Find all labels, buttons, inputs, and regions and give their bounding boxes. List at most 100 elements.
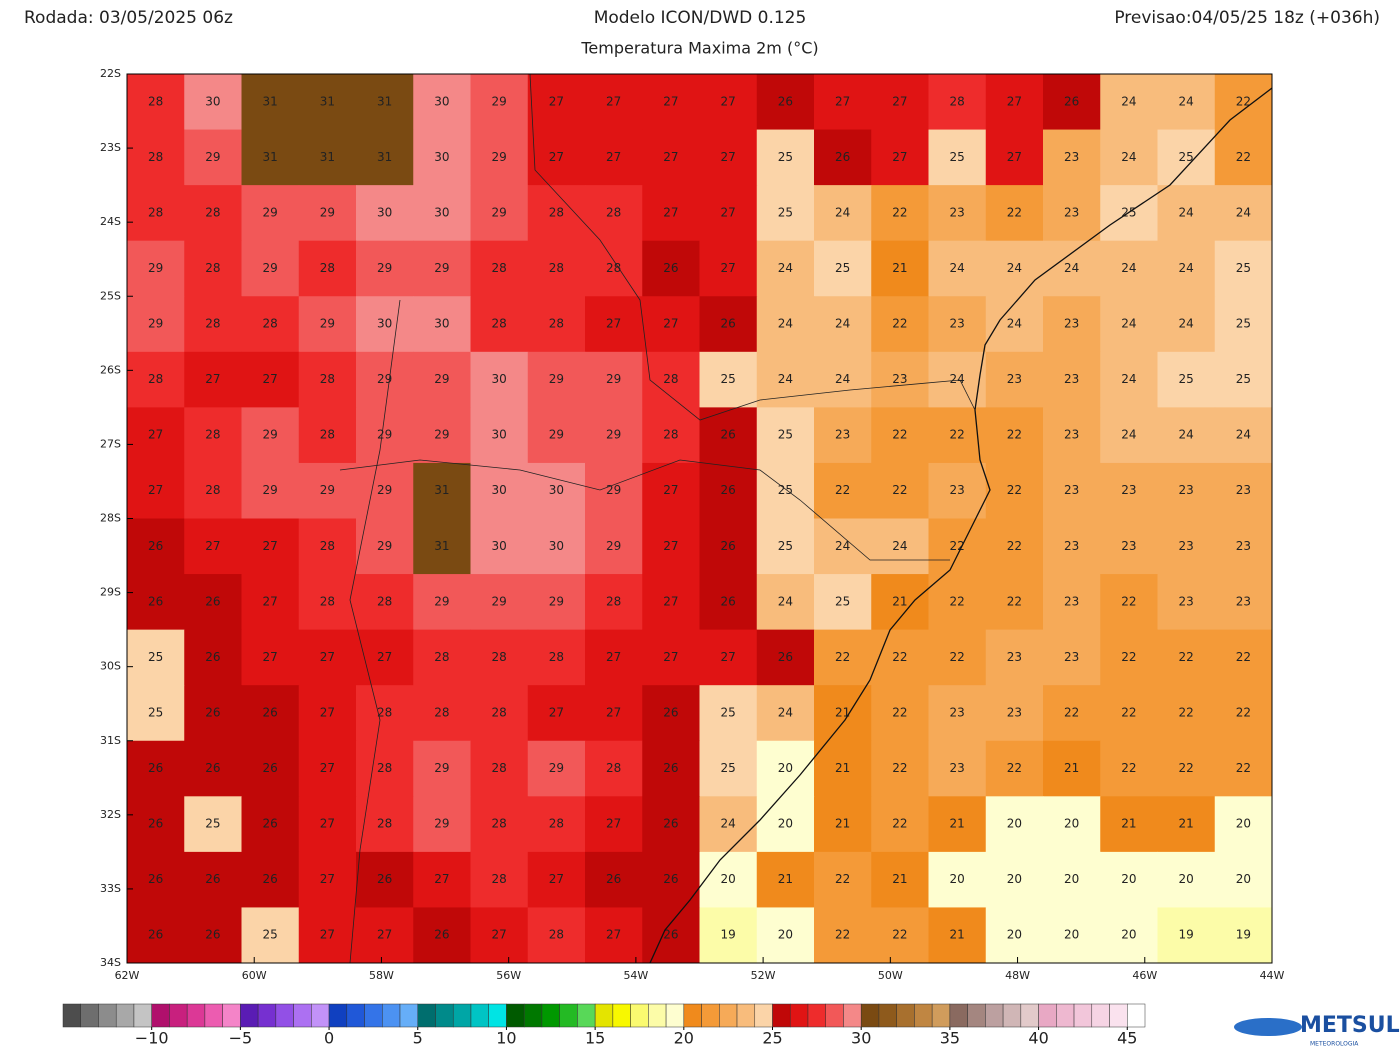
temp-cell (356, 462, 414, 519)
temp-cell (184, 907, 242, 964)
temp-label: 22 (835, 872, 850, 886)
temp-cell (585, 796, 643, 853)
temp-label: 27 (320, 705, 335, 719)
temp-label: 30 (434, 150, 449, 164)
temp-cell (298, 796, 357, 853)
colorbar-label: 35 (940, 1029, 960, 1048)
colorbar-box (399, 1003, 419, 1028)
temp-cell (298, 907, 357, 964)
temp-cell (184, 518, 242, 575)
colorbar-label: 10 (496, 1029, 516, 1048)
temp-label: 28 (549, 317, 564, 331)
temp-label: 29 (549, 428, 564, 442)
temp-label: 30 (491, 372, 506, 386)
temp-cell (814, 796, 872, 853)
temp-label: 20 (778, 928, 793, 942)
temp-cell (871, 296, 929, 353)
temp-cell (1157, 518, 1216, 575)
temp-cell (298, 740, 357, 797)
temp-label: 28 (549, 650, 564, 664)
temp-label: 28 (205, 483, 220, 497)
temp-cell (928, 129, 987, 186)
temp-label: 28 (606, 761, 621, 775)
colorbar-box (683, 1003, 702, 1028)
temp-cell (298, 574, 357, 631)
temp-label: 25 (148, 650, 163, 664)
lon-tick-label: 46W (1132, 969, 1157, 982)
temp-cell (699, 129, 758, 186)
temp-label: 27 (720, 205, 735, 219)
temp-label: 24 (778, 317, 793, 331)
temp-label: 26 (1064, 94, 1079, 108)
temp-cell (356, 351, 414, 408)
temp-label: 26 (663, 817, 678, 831)
temp-cell (814, 296, 872, 353)
temp-label: 30 (434, 94, 449, 108)
temp-label: 27 (1007, 150, 1022, 164)
temp-cell (1043, 574, 1101, 631)
temp-cell (699, 629, 758, 686)
temp-cell (127, 796, 185, 853)
temp-cell (642, 185, 700, 242)
temp-label: 23 (1236, 483, 1251, 497)
temp-label: 21 (892, 594, 907, 608)
temp-label: 29 (434, 761, 449, 775)
temp-label: 29 (148, 317, 163, 331)
temp-label: 31 (434, 483, 449, 497)
temp-cell (928, 685, 987, 742)
temp-cell (184, 351, 242, 408)
temp-label: 28 (491, 705, 506, 719)
temp-cell (1157, 185, 1216, 242)
temp-cell (241, 518, 300, 575)
temp-label: 31 (262, 94, 277, 108)
temp-cell (985, 74, 1044, 131)
temp-label: 26 (148, 539, 163, 553)
colorbar-box (577, 1003, 596, 1028)
temp-cell (1214, 851, 1273, 908)
temp-label: 26 (148, 872, 163, 886)
temp-cell (470, 462, 529, 519)
temp-cell (527, 740, 586, 797)
temp-label: 24 (778, 705, 793, 719)
temp-label: 28 (549, 261, 564, 275)
temp-label: 28 (377, 761, 392, 775)
temp-label: 24 (1007, 317, 1022, 331)
temp-label: 28 (320, 539, 335, 553)
temp-label: 22 (1121, 705, 1136, 719)
temp-cell (642, 629, 700, 686)
temp-label: 28 (320, 372, 335, 386)
colorbar-box (80, 1003, 99, 1028)
temp-cell (1100, 129, 1158, 186)
temp-label: 27 (549, 872, 564, 886)
colorbar-box (985, 1003, 1004, 1028)
temp-cell (413, 851, 471, 908)
temp-cell (585, 351, 643, 408)
temp-label: 31 (377, 94, 392, 108)
colorbar-label: 5 (413, 1029, 423, 1048)
temp-label: 26 (148, 594, 163, 608)
temp-label: 29 (262, 205, 277, 219)
temp-label: 27 (434, 872, 449, 886)
temp-cell (699, 907, 758, 964)
temp-cell (585, 240, 643, 297)
temp-cell (127, 351, 185, 408)
temp-cell (184, 240, 242, 297)
temp-cell (184, 851, 242, 908)
temp-cell (470, 740, 529, 797)
temp-cell (1214, 129, 1273, 186)
temp-cell (1214, 629, 1273, 686)
temp-cell (470, 240, 529, 297)
temp-label: 23 (1178, 483, 1193, 497)
temp-label: 22 (949, 428, 964, 442)
temp-label: 24 (720, 817, 735, 831)
temp-label: 29 (606, 539, 621, 553)
temp-cell (470, 685, 529, 742)
temp-cell (127, 685, 185, 742)
temp-cell (527, 851, 586, 908)
temp-cell (127, 851, 185, 908)
temp-cell (470, 629, 529, 686)
temp-label: 23 (892, 372, 907, 386)
temp-cell (470, 407, 529, 464)
temp-cell (470, 185, 529, 242)
temp-label: 22 (1007, 205, 1022, 219)
